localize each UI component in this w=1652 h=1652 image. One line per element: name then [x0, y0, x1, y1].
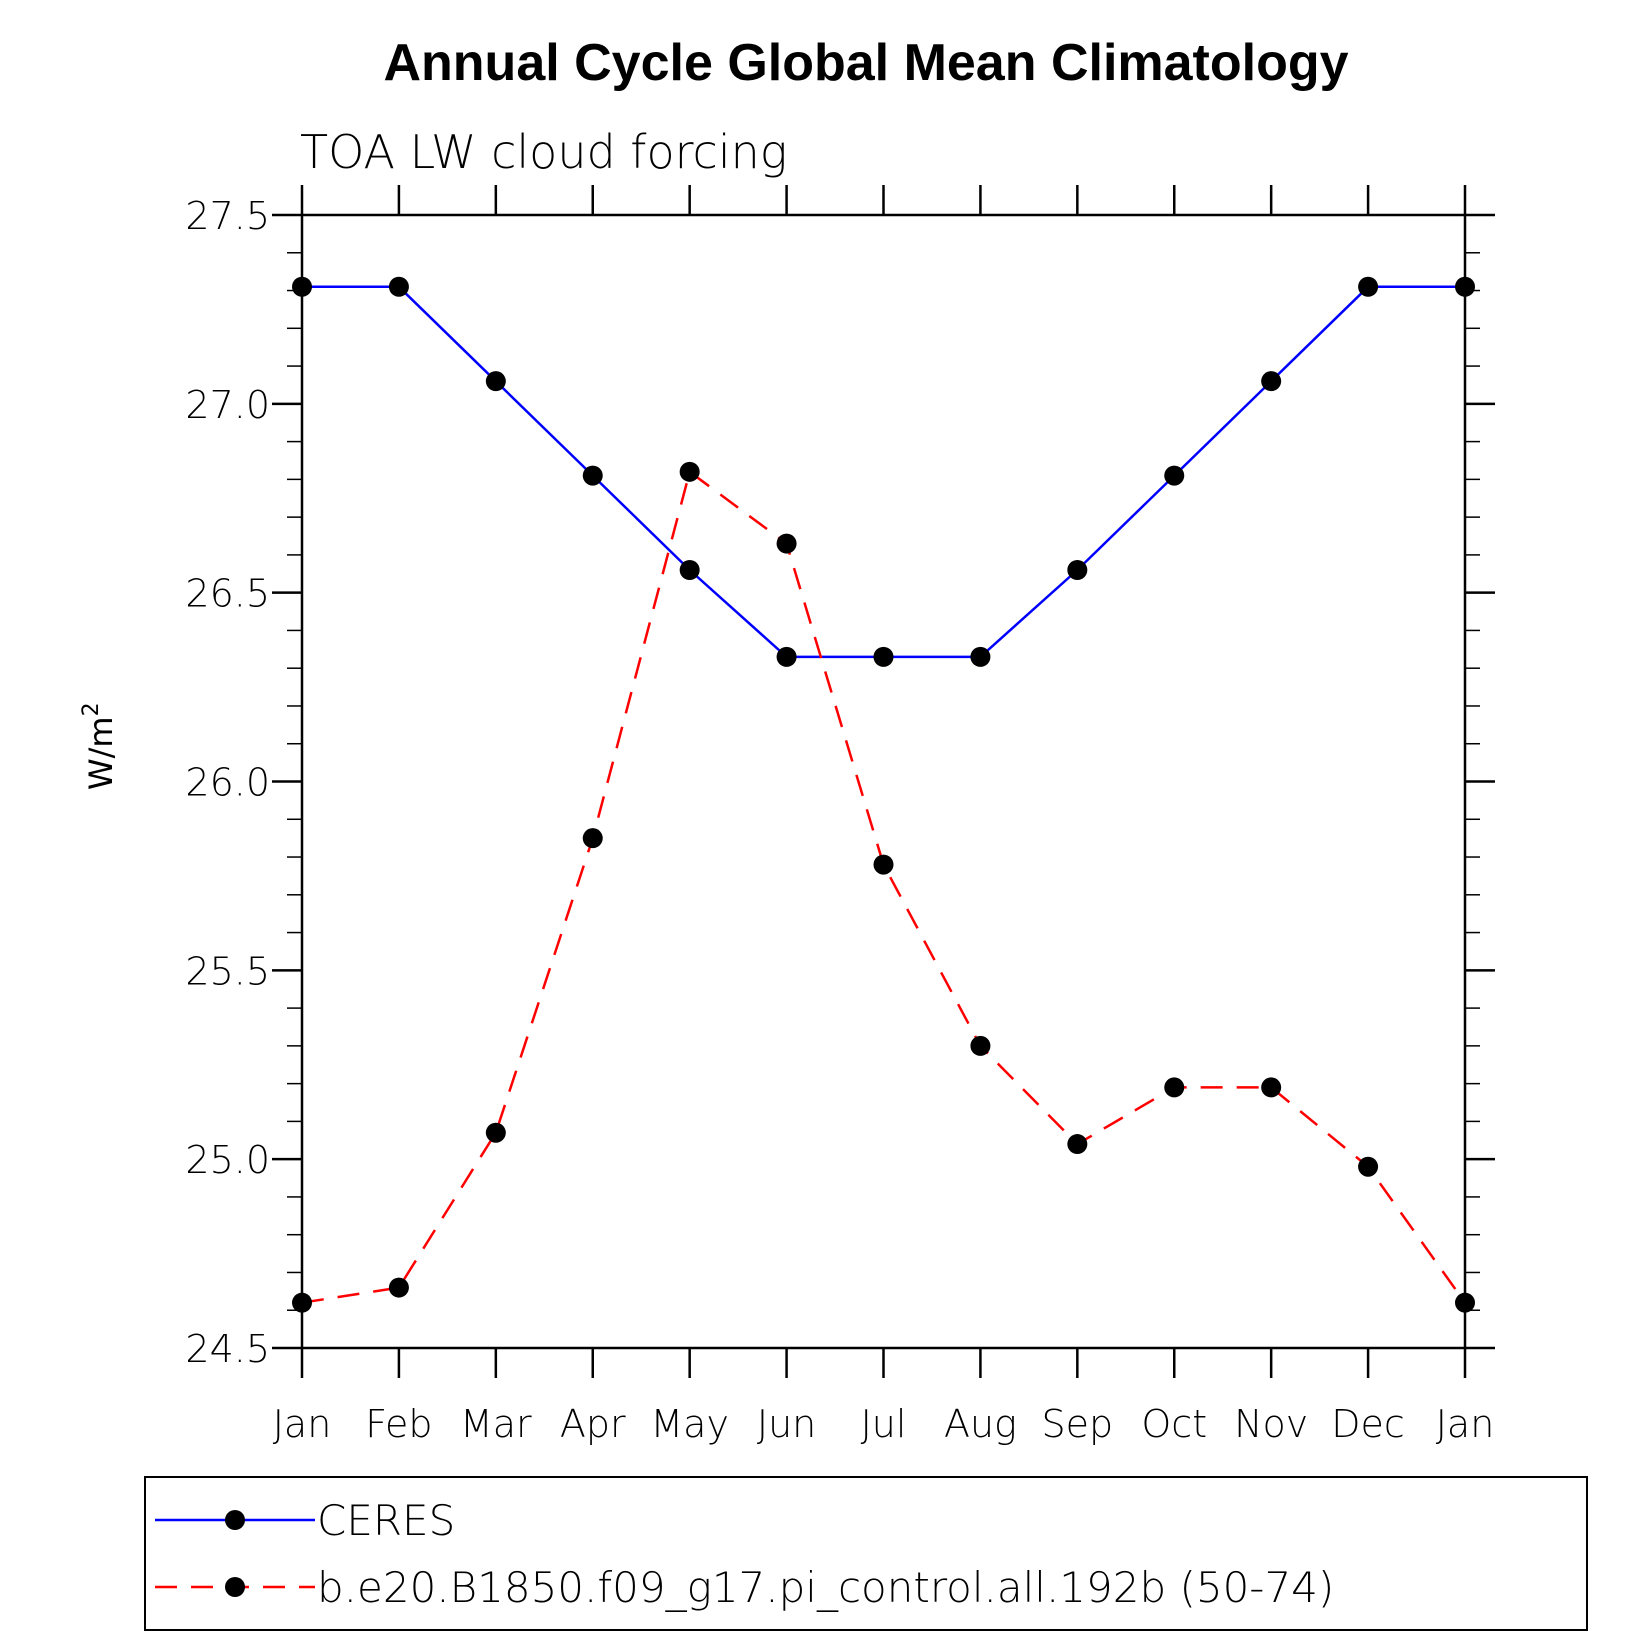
- data-point: [485, 1122, 506, 1143]
- y-axis-label-text: W/m: [82, 716, 120, 790]
- x-tick-label: Dec: [1331, 1402, 1405, 1446]
- x-tick-label: Nov: [1234, 1402, 1308, 1446]
- plot-frame: [300, 213, 1467, 1350]
- data-point: [1261, 1077, 1282, 1098]
- x-tick-label: Sep: [1042, 1402, 1114, 1446]
- y-tick-label: 26.5: [185, 572, 270, 616]
- legend-label-0: CERES: [317, 1496, 455, 1545]
- legend-label-1: b.e20.B1850.f09_g17.pi_control.all.192b …: [317, 1563, 1334, 1612]
- x-tick-label: Jul: [861, 1402, 907, 1446]
- chart-title: Annual Cycle Global Mean Climatology: [383, 34, 1348, 92]
- y-tick-label: 26.0: [185, 761, 270, 805]
- y-tick-label: 25.0: [185, 1138, 270, 1182]
- data-point: [970, 1035, 991, 1056]
- series-line-0: [302, 285, 1465, 659]
- data-point: [1067, 1134, 1088, 1155]
- axis-ticks: [272, 185, 1495, 1378]
- y-tick-label: 24.5: [185, 1327, 270, 1371]
- data-point: [679, 560, 700, 581]
- data-point: [776, 646, 797, 667]
- svg-text:W/m2: W/m2: [79, 702, 120, 790]
- legend-items: CERES b.e20.B1850.f09_g17.pi_control.all.…: [155, 1496, 1334, 1612]
- series-line-1: [301, 469, 1467, 1304]
- data-point: [582, 828, 603, 849]
- y-tick-label: 27.5: [185, 194, 270, 238]
- data-point: [679, 461, 700, 482]
- series-points: [292, 276, 1475, 1313]
- data-point: [582, 465, 603, 486]
- legend-marker: [225, 1510, 245, 1530]
- data-point: [388, 1277, 409, 1298]
- data-point: [776, 533, 797, 554]
- data-point: [1067, 560, 1088, 581]
- y-tick-label: 25.5: [185, 949, 270, 993]
- data-point: [1358, 1156, 1379, 1177]
- data-point: [873, 854, 894, 875]
- data-point: [873, 646, 894, 667]
- chart-subtitle: TOA LW cloud forcing: [300, 125, 787, 179]
- y-tick-labels: 24.5 25.0 25.5 26.0 26.5 27.0 27.5: [185, 194, 270, 1371]
- x-tick-label: May: [650, 1402, 729, 1446]
- x-tick-labels: Jan Feb Mar Apr May Jun Jul Aug Sep Oct Nov Dec Jan: [273, 1402, 1495, 1446]
- data-point: [1358, 276, 1379, 297]
- y-axis-label: W/m2: [79, 702, 120, 790]
- x-tick-label: Jun: [757, 1402, 816, 1446]
- data-point: [1164, 1077, 1185, 1098]
- series-lines: [301, 285, 1467, 1304]
- x-tick-label: Jan: [1436, 1402, 1495, 1446]
- x-tick-label: Jan: [273, 1402, 332, 1446]
- x-tick-label: Mar: [460, 1402, 532, 1446]
- legend-marker: [225, 1577, 245, 1597]
- y-tick-label: 27.0: [185, 383, 270, 427]
- data-point: [1261, 371, 1282, 392]
- x-tick-label: Oct: [1141, 1402, 1207, 1446]
- x-tick-label: Apr: [560, 1402, 626, 1446]
- data-point: [970, 646, 991, 667]
- x-tick-label: Feb: [365, 1402, 432, 1446]
- y-axis-label-superscript: 2: [79, 702, 104, 716]
- legend: CERES b.e20.B1850.f09_g17.pi_control.all.…: [144, 1476, 1588, 1631]
- legend-box: [144, 1476, 1588, 1631]
- data-point: [485, 371, 506, 392]
- data-point: [1164, 465, 1185, 486]
- x-tick-label: Aug: [944, 1402, 1017, 1446]
- data-point: [388, 276, 409, 297]
